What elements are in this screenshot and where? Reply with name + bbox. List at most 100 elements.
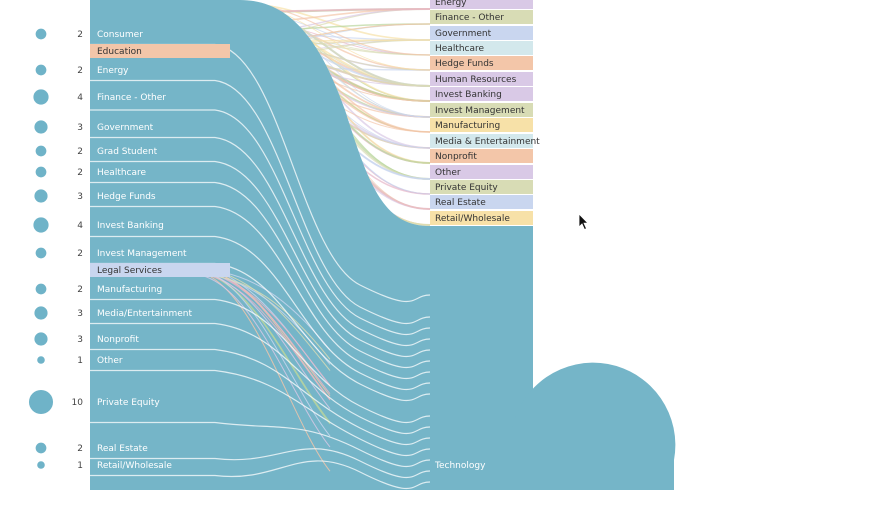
flow-divider: [90, 298, 431, 424]
count-dot: [33, 217, 49, 233]
flow-divider: [90, 369, 431, 457]
right-node-label[interactable]: Invest Management: [435, 106, 525, 116]
right-node-label[interactable]: Finance - Other: [435, 13, 504, 23]
right-node-tag: [430, 41, 533, 55]
left-node-label[interactable]: Nonprofit: [97, 335, 139, 345]
count-dot: [35, 247, 47, 259]
right-node-label[interactable]: Hedge Funds: [435, 59, 494, 69]
left-node-column: Consumer 2 Education Energy 2 Finance - Other…: [28, 28, 230, 471]
left-node-label[interactable]: Hedge Funds: [97, 192, 156, 202]
count-label: 4: [77, 93, 83, 103]
count-label: 2: [77, 30, 83, 40]
left-node-label[interactable]: Grad Student: [97, 147, 158, 157]
left-node-label[interactable]: Healthcare: [97, 168, 147, 178]
arrow-pointer-icon: [578, 213, 589, 231]
right-node-label[interactable]: Government: [435, 29, 492, 39]
count-dot: [35, 28, 47, 40]
count-label: 2: [77, 168, 83, 178]
count-dot: [28, 389, 54, 415]
count-dot: [35, 64, 47, 76]
count-dot: [35, 145, 47, 157]
flow-divider: [90, 136, 431, 347]
left-node-label[interactable]: Retail/Wholesale: [97, 461, 172, 471]
left-node-label[interactable]: Other: [97, 356, 123, 366]
right-node-label[interactable]: Human Resources: [435, 75, 517, 85]
flow-divider: [90, 421, 431, 468]
count-dot: [35, 166, 47, 178]
left-node-label[interactable]: Education: [97, 47, 142, 57]
flow-divider: [90, 322, 431, 435]
main-flow-band: [90, 0, 533, 490]
right-node-label[interactable]: Retail/Wholesale: [435, 214, 510, 224]
flow-divider: [90, 460, 431, 490]
right-node-tag: [430, 211, 533, 225]
target-node-label[interactable]: Technology: [434, 461, 486, 471]
flow-divider: [90, 160, 431, 358]
count-dot: [33, 89, 49, 105]
right-node-column: Energy Finance - Other Government Healthcar…: [430, 0, 540, 225]
count-label: 2: [77, 249, 83, 259]
right-node-tag: [430, 149, 533, 163]
count-dot: [34, 306, 48, 320]
right-node-tag: [430, 87, 533, 101]
right-node-tag: [430, 72, 533, 86]
right-node-label[interactable]: Nonprofit: [435, 152, 477, 162]
left-node-label[interactable]: Finance - Other: [97, 93, 166, 103]
right-node-tag: [430, 118, 533, 132]
count-dot: [37, 461, 45, 469]
left-node-label[interactable]: Invest Management: [97, 249, 187, 259]
left-node-label[interactable]: Consumer: [97, 30, 143, 40]
left-node-label[interactable]: Legal Services: [97, 266, 162, 276]
flow-divider: [90, 262, 431, 402]
count-dot: [34, 332, 48, 346]
count-label: 1: [77, 356, 83, 366]
count-dot: [35, 283, 47, 295]
right-node-label[interactable]: Media & Entertainment: [435, 137, 540, 147]
right-node-tag: [430, 56, 533, 70]
right-node-tag: [430, 134, 533, 148]
count-label: 2: [77, 66, 83, 76]
left-node-label[interactable]: Government: [97, 123, 154, 133]
target-node: Technology: [434, 362, 676, 490]
right-node-label[interactable]: Real Estate: [435, 198, 486, 208]
right-node-label[interactable]: Other: [435, 168, 461, 178]
count-label: 4: [77, 221, 83, 231]
flow-divider: [90, 109, 431, 336]
right-node-label[interactable]: Healthcare: [435, 44, 485, 54]
target-node-shape: [512, 362, 676, 490]
right-node-label[interactable]: Manufacturing: [435, 121, 500, 131]
count-dot: [37, 356, 45, 364]
left-node-label[interactable]: Invest Banking: [97, 221, 164, 231]
right-node-label[interactable]: Energy: [435, 0, 467, 8]
flow-divider: [90, 181, 431, 369]
right-node-tag: [430, 0, 533, 9]
right-node-label[interactable]: Private Equity: [435, 183, 498, 193]
count-label: 2: [77, 147, 83, 157]
count-label: 1: [77, 461, 83, 471]
left-node-label[interactable]: Media/Entertainment: [97, 309, 192, 319]
count-label: 2: [77, 444, 83, 454]
left-node-label[interactable]: Private Equity: [97, 398, 160, 408]
count-label: 3: [77, 335, 83, 345]
flow-divider: [90, 348, 431, 446]
flow-divider: [90, 235, 431, 391]
left-node-tag: [90, 263, 230, 277]
flow-divider: [90, 205, 431, 380]
right-node-tag: [430, 180, 533, 194]
count-dot: [34, 189, 48, 203]
right-node-tag: [430, 10, 533, 24]
right-node-label[interactable]: Invest Banking: [435, 90, 502, 100]
right-node-tag: [430, 26, 533, 40]
flow-divider: [90, 79, 431, 325]
flow-divider: [90, 448, 431, 479]
cross-link: [189, 273, 331, 448]
left-node-label[interactable]: Manufacturing: [97, 285, 162, 295]
right-node-tag: [430, 195, 533, 209]
left-node-label[interactable]: Real Estate: [97, 444, 148, 454]
left-node-label[interactable]: Energy: [97, 66, 129, 76]
count-label: 2: [77, 285, 83, 295]
count-label: 3: [77, 192, 83, 202]
count-dot: [35, 442, 47, 454]
flow-divider: [90, 43, 431, 303]
